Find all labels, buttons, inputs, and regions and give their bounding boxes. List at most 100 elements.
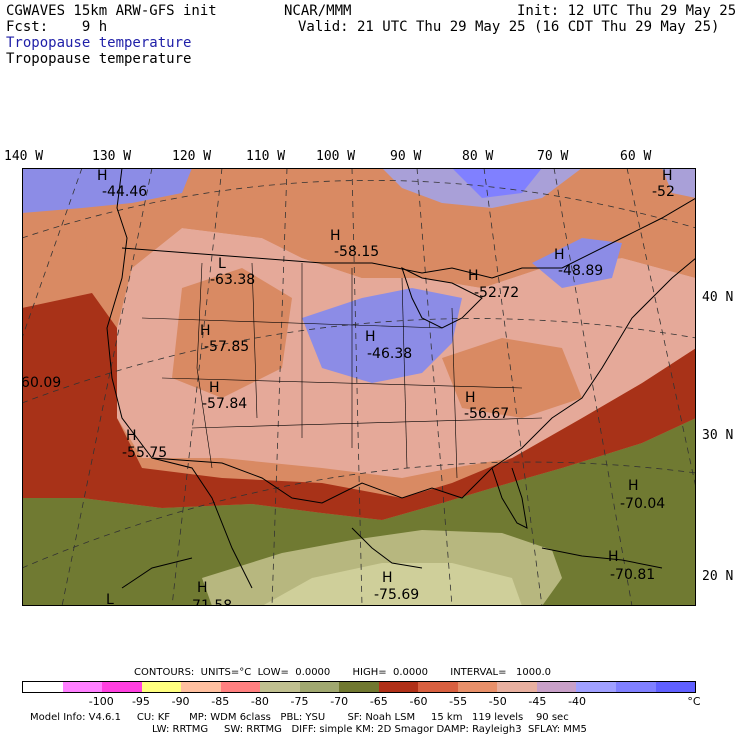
color-bar-tick: -40 (568, 695, 587, 708)
map-label-value: -70.81 (610, 567, 655, 583)
field-orange-north (82, 188, 696, 298)
lon-label: 70 W (537, 149, 569, 164)
lon-line (553, 168, 633, 606)
map-label-letter: H (382, 570, 393, 586)
color-bar-tick: -70 (330, 695, 349, 708)
map-frame (22, 168, 696, 606)
color-bar-segment (457, 682, 498, 692)
map-label-letter: H (97, 168, 108, 184)
cuba (541, 547, 663, 569)
map-label-value: -48.89 (558, 263, 603, 279)
lat-line (22, 461, 696, 569)
map-label-value: -52 (652, 184, 675, 200)
init-time: Init: 12 UTC Thu 29 May 25 (517, 3, 737, 19)
state-line (196, 262, 213, 469)
yucatan (351, 527, 423, 569)
lon-label: 110 W (246, 149, 286, 164)
map-labels: H -44.46 L -63.38 H -58.15 H -48.89 H -5… (22, 168, 675, 606)
model-info-line2: LW: RRTMG SW: RRTMG DIFF: simple KM: 2D … (152, 724, 587, 735)
color-bar-segment (378, 682, 419, 692)
color-bar-tick: -75 (290, 695, 309, 708)
contours-info: CONTOURS: UNITS=°C LOW= 0.0000 HIGH= 0.0… (134, 667, 552, 678)
lat-label: 30 N (702, 428, 734, 443)
map-label-letter: H (465, 390, 476, 406)
color-bar-segment (418, 682, 458, 692)
color-bar-tick: -65 (369, 695, 388, 708)
field-orange-west (172, 268, 292, 398)
map-label-value: -52.72 (474, 285, 519, 301)
lon-label: 130 W (92, 149, 132, 164)
color-bar-tick: -55 (449, 695, 468, 708)
lon-label: 80 W (462, 149, 494, 164)
lon-line (416, 168, 453, 606)
organization: NCAR/MMM (284, 3, 352, 19)
state-line (251, 262, 258, 419)
map-label-letter: H (200, 323, 211, 339)
map-label-value: -44.46 (102, 184, 147, 200)
map-label-value: -58.15 (334, 244, 379, 260)
lon-line (171, 168, 223, 606)
color-bar-segment (497, 682, 537, 692)
graticule (22, 168, 696, 606)
map-label-letter: H (662, 168, 673, 184)
color-bar-segment (181, 682, 221, 692)
lon-label: 140 W (4, 149, 44, 164)
coastlines (106, 168, 696, 589)
forecast-hour: Fcst: 9 h (6, 19, 108, 35)
map-label-letter: H (628, 478, 639, 494)
state-line (141, 317, 443, 329)
color-bar-segment (615, 682, 656, 692)
lat-label: 20 N (702, 569, 734, 584)
gulf-atlantic-coast (151, 257, 696, 504)
color-bar-unit: °C (687, 695, 701, 708)
map-label-letter: L (106, 592, 114, 606)
map-label-value: -71.58 (187, 598, 232, 606)
map-label-value: -70.04 (620, 496, 665, 512)
field-lavender-corner (662, 168, 696, 198)
state-line (401, 277, 408, 469)
state-line (191, 417, 543, 429)
model-info-line1: Model Info: V4.6.1 CU: KF MP: WDM 6class… (30, 712, 569, 723)
map-label-letter: H (126, 428, 137, 444)
color-bar (22, 681, 696, 693)
color-bar-segment (23, 682, 63, 692)
lon-line (483, 168, 543, 606)
lon-line (351, 168, 363, 606)
color-bar-tick: -85 (211, 695, 230, 708)
color-bar-tick: -50 (488, 695, 507, 708)
map-label-value: -46.38 (367, 346, 412, 362)
map-label-value: -57.85 (204, 339, 249, 355)
lon-line (271, 168, 288, 606)
tropopause-temperature-map: H -44.46 L -63.38 H -58.15 H -48.89 H -5… (22, 168, 696, 606)
color-bar-tick: -90 (171, 695, 190, 708)
field-pale-olive (262, 563, 522, 606)
florida (491, 467, 528, 529)
color-bar-segment (655, 682, 696, 692)
field-title-blue: Tropopause temperature (6, 35, 192, 51)
lat-label: 40 N (702, 290, 734, 305)
field-blue-hudson (452, 168, 542, 198)
state-borders (141, 262, 543, 479)
map-label-letter: H (365, 329, 376, 345)
map-panel: H -44.46 L -63.38 H -58.15 H -48.89 H -5… (22, 168, 696, 606)
map-label-value: -60.09 (22, 375, 61, 391)
color-bar-tick: -95 (131, 695, 150, 708)
color-bar-segment (62, 682, 103, 692)
lon-label: 90 W (390, 149, 422, 164)
field-red-band (22, 293, 696, 520)
lon-line (22, 168, 83, 339)
field-blue-midwest (302, 288, 462, 383)
state-line (161, 377, 523, 389)
map-label-value: -57.84 (202, 396, 247, 412)
color-bar-segment (102, 682, 142, 692)
color-bar-tick: -100 (88, 695, 114, 708)
color-bar-tick: -80 (250, 695, 269, 708)
model-title: CGWAVES 15km ARW-GFS init (6, 3, 217, 19)
map-label-value: -63.38 (210, 272, 255, 288)
map-label-value: -75.69 (374, 587, 419, 603)
map-label-value: -55.75 (122, 445, 167, 461)
map-label-letter: H (209, 380, 220, 396)
color-bar-segment (260, 682, 300, 692)
field-title: Tropopause temperature (6, 51, 192, 67)
great-lakes (401, 267, 483, 329)
